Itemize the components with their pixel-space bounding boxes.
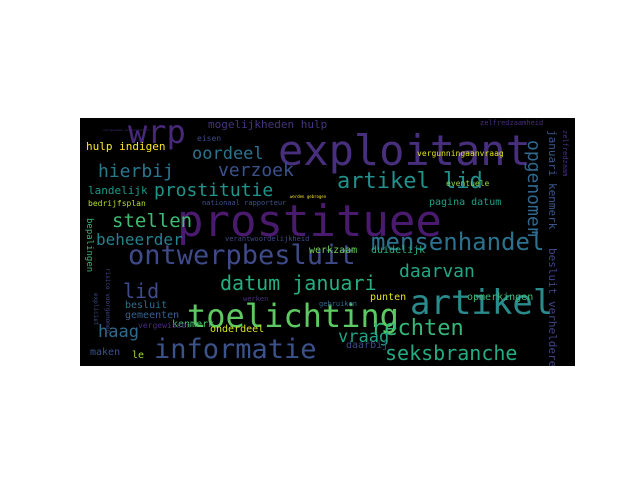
word-besluit-verhelderen: besluit verhelderen bbox=[546, 248, 559, 366]
word-cloud: prostituee exploitant artikel toelichting on… bbox=[80, 118, 575, 366]
word-beheerder: beheerder bbox=[96, 230, 183, 249]
word-mensenhandel: mensenhandel bbox=[371, 228, 545, 256]
word-oordeel: oordeel bbox=[192, 144, 264, 164]
word-voorgenomen-ontwerpbesluit: voorgenomen ontwerpbesluit bbox=[103, 128, 150, 132]
word-informatie: informatie bbox=[154, 334, 317, 365]
word-expliciet: expliciet bbox=[92, 293, 99, 326]
word-opgenomen: opgenomen bbox=[523, 140, 544, 238]
word-zelfredzaamheid: zelfredzaamheid bbox=[480, 119, 544, 127]
word-ontwerpbesluit: ontwerpbesluit bbox=[128, 240, 356, 271]
word-haag: haag bbox=[98, 322, 139, 342]
word-bepalingen: bepalingen bbox=[84, 218, 94, 273]
word-gebruiken: gebruiken bbox=[319, 300, 357, 308]
word-lid: lid bbox=[123, 279, 160, 303]
word-duidelijk: duidelijk bbox=[371, 245, 426, 256]
word-rechten: rechten bbox=[371, 316, 464, 341]
word-hierbij: hierbij bbox=[98, 161, 174, 182]
word-daarbij: daarbij bbox=[346, 340, 389, 351]
word-pagina-datum: pagina datum bbox=[429, 197, 502, 208]
word-werken: werken bbox=[243, 295, 269, 303]
word-stellen: stellen bbox=[112, 210, 193, 232]
word-vergewissen: vergewissen bbox=[138, 321, 191, 330]
word-daarvan: daarvan bbox=[399, 261, 475, 282]
word-opmerkingen: opmerkingen bbox=[467, 292, 534, 303]
word-prostitutie: prostitutie bbox=[154, 180, 274, 201]
word-eventuele: eventuele bbox=[446, 179, 490, 188]
word-artikel-lid: artikel lid bbox=[337, 169, 483, 194]
word-maken: maken bbox=[90, 347, 121, 358]
word-vergunningaanvraag: vergunningaanvraag bbox=[417, 149, 504, 158]
word-wrp: wrp bbox=[128, 118, 186, 151]
word-seksbranche: seksbranche bbox=[385, 341, 518, 365]
word-verantwoordelijkheid: verantwoordelijkheid bbox=[225, 235, 310, 243]
word-nationaal-rapporteur: nationaal rapporteur bbox=[202, 199, 287, 207]
word-toelichting: toelichting bbox=[187, 297, 399, 335]
word-bedrijfsplan: bedrijfsplan bbox=[88, 199, 146, 208]
word-werkzaam: werkzaam bbox=[309, 245, 358, 256]
word-worden-gebrogen: worden gebrogen bbox=[290, 194, 327, 199]
word-vraag: vraag bbox=[338, 327, 390, 347]
word-landelijk: landelijk bbox=[88, 184, 148, 197]
word-exploitant: exploitant bbox=[278, 126, 531, 175]
word-zelfredzaam: zelfredzaam bbox=[561, 130, 569, 177]
word-eisen: eisen bbox=[197, 134, 222, 143]
word-januari-kenmerk: januari kenmerk bbox=[546, 130, 559, 230]
word-kenmerk: kenmerk bbox=[172, 319, 215, 330]
word-gemeenten: gemeenten bbox=[125, 310, 180, 321]
word-mogelijkheden-hulp: mogelijkheden hulp bbox=[208, 118, 328, 131]
word-besluit: besluit bbox=[125, 300, 168, 311]
word-datum-januari: datum januari bbox=[220, 271, 377, 295]
word-punten: punten bbox=[370, 292, 407, 303]
word-onderdeel: onderdeel bbox=[210, 324, 265, 335]
word-hulp-indigen: hulp indigen bbox=[86, 140, 166, 153]
word-artikel: artikel bbox=[410, 283, 554, 323]
word-risico-voorgenomen: risico voorgenomen bbox=[104, 268, 111, 334]
word-le: le bbox=[132, 350, 145, 361]
word-prostituee: prostituee bbox=[177, 196, 442, 247]
word-verzoek: verzoek bbox=[218, 160, 294, 181]
